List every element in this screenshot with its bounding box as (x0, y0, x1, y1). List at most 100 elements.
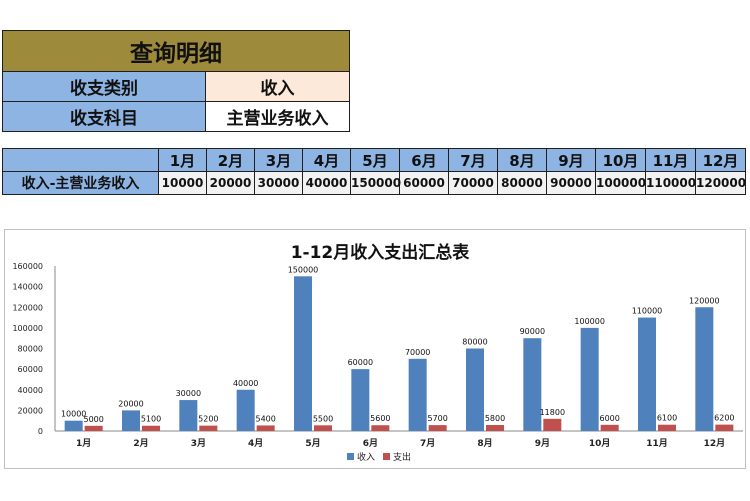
legend-expense-swatch (383, 453, 390, 460)
summary-chart[interactable]: 1-12月收入支出汇总表 0 20000 40000 60000 80000 100000… (4, 229, 746, 469)
chart-title: 1-12月收入支出汇总表 (291, 242, 471, 263)
income-bar[interactable] (122, 410, 140, 431)
income-data-label: 30000 (176, 389, 201, 398)
value-cell[interactable]: 120000 (695, 171, 746, 195)
y-tick-label: 80000 (18, 345, 43, 354)
y-tick-label: 20000 (18, 406, 43, 415)
expense-bar[interactable] (371, 425, 390, 431)
income-data-label: 110000 (632, 307, 663, 316)
income-bar[interactable] (580, 327, 599, 431)
month-header-cell[interactable]: 11月 (645, 148, 696, 172)
month-header-cell[interactable]: 5月 (350, 148, 400, 172)
expense-bar[interactable] (199, 425, 218, 431)
income-bar[interactable] (294, 276, 312, 431)
month-header-cell[interactable]: 2月 (206, 148, 255, 172)
category-label: 收支类别 (3, 72, 206, 101)
income-data-label: 60000 (348, 358, 373, 367)
income-data-label: 40000 (233, 379, 258, 388)
income-bar[interactable] (695, 307, 714, 431)
expense-bar[interactable] (84, 425, 103, 431)
expense-bar[interactable] (658, 424, 676, 431)
month-header-cell[interactable]: 9月 (546, 148, 596, 172)
expense-bar[interactable] (600, 424, 619, 431)
value-cell[interactable]: 30000 (254, 171, 303, 195)
y-tick-label: 40000 (18, 386, 43, 395)
value-cell[interactable]: 90000 (546, 171, 596, 195)
expense-bar[interactable] (256, 425, 275, 431)
subject-value-cell[interactable]: 主营业务收入 (206, 102, 349, 131)
month-header-cell[interactable]: 6月 (399, 148, 449, 172)
income-bar[interactable] (236, 389, 255, 431)
x-tick-label: 11月 (646, 438, 668, 449)
value-cell[interactable]: 150000 (350, 171, 401, 195)
value-cell[interactable]: 70000 (448, 171, 498, 195)
expense-data-label: 6000 (599, 414, 619, 423)
expense-data-label: 6100 (657, 414, 677, 423)
expense-data-label: 5200 (198, 415, 218, 424)
value-cell[interactable]: 40000 (302, 171, 351, 195)
x-tick-label: 3月 (191, 438, 206, 449)
value-cell[interactable]: 100000 (595, 171, 646, 195)
month-header-cell[interactable]: 7月 (448, 148, 498, 172)
value-cell[interactable]: 60000 (399, 171, 449, 195)
x-tick-label: 4月 (248, 438, 263, 449)
income-data-label: 10000 (61, 410, 86, 419)
month-header-cell[interactable]: 1月 (158, 148, 207, 172)
expense-bar[interactable] (486, 425, 504, 431)
query-title: 查询明细 (3, 31, 349, 72)
expense-bar[interactable] (428, 425, 447, 431)
expense-data-label: 5000 (83, 415, 103, 424)
x-tick-label: 6月 (363, 438, 378, 449)
category-value-cell[interactable]: 收入 (206, 72, 349, 101)
query-row-subject: 收支科目 主营业务收入 (3, 102, 349, 131)
month-header-row: 1月 2月 3月 4月 5月 6月 7月 8月 9月 10月 11月 12月 (2, 148, 746, 172)
income-data-label: 100000 (574, 317, 605, 326)
expense-data-label: 6200 (714, 414, 734, 423)
income-data-label: 150000 (288, 265, 319, 274)
expense-bar[interactable] (314, 425, 332, 431)
y-tick-label: 0 (38, 427, 43, 436)
expense-bar[interactable] (715, 424, 734, 431)
y-tick-label: 140000 (12, 283, 43, 292)
x-tick-label: 12月 (704, 438, 726, 449)
x-tick-label: 8月 (477, 438, 492, 449)
expense-data-label: 11800 (540, 408, 565, 417)
x-tick-label: 5月 (305, 438, 320, 449)
income-data-label: 90000 (520, 327, 545, 336)
expense-bar[interactable] (543, 418, 562, 431)
income-data-label: 80000 (462, 338, 487, 347)
query-row-category: 收支类别 收入 (3, 72, 349, 102)
value-cell[interactable]: 10000 (158, 171, 207, 195)
monthly-income-table: 1月 2月 3月 4月 5月 6月 7月 8月 9月 10月 11月 12月 收… (2, 148, 746, 195)
y-tick-label: 100000 (12, 324, 43, 333)
value-cell[interactable]: 110000 (645, 171, 696, 195)
legend-expense-label: 支出 (393, 451, 411, 463)
income-bar[interactable] (351, 369, 370, 431)
income-bar[interactable] (466, 348, 484, 432)
value-cell[interactable]: 80000 (497, 171, 547, 195)
month-header-cell[interactable]: 3月 (254, 148, 303, 172)
income-values-row: 收入-主营业务收入 10000 20000 30000 40000 150000… (2, 171, 746, 195)
income-bar[interactable] (408, 358, 427, 431)
subject-label: 收支科目 (3, 102, 206, 131)
income-bar[interactable] (179, 400, 198, 431)
income-bar[interactable] (64, 420, 83, 431)
month-header-cell[interactable]: 10月 (595, 148, 646, 172)
legend-income-swatch (347, 453, 354, 460)
x-tick-label: 10月 (589, 438, 611, 449)
month-header-cell[interactable]: 8月 (497, 148, 547, 172)
table-corner-cell (2, 148, 159, 172)
row-label-cell[interactable]: 收入-主营业务收入 (2, 171, 159, 195)
x-tick-label: 7月 (420, 438, 435, 449)
y-tick-label: 120000 (12, 303, 43, 312)
income-bar[interactable] (523, 338, 542, 431)
value-cell[interactable]: 20000 (206, 171, 255, 195)
x-tick-label: 1月 (76, 438, 91, 449)
expense-data-label: 5400 (255, 414, 275, 423)
expense-data-label: 5800 (485, 414, 505, 423)
expense-data-label: 5600 (370, 414, 390, 423)
expense-bar[interactable] (142, 425, 160, 431)
month-header-cell[interactable]: 4月 (302, 148, 351, 172)
income-bar[interactable] (638, 317, 656, 431)
month-header-cell[interactable]: 12月 (695, 148, 746, 172)
